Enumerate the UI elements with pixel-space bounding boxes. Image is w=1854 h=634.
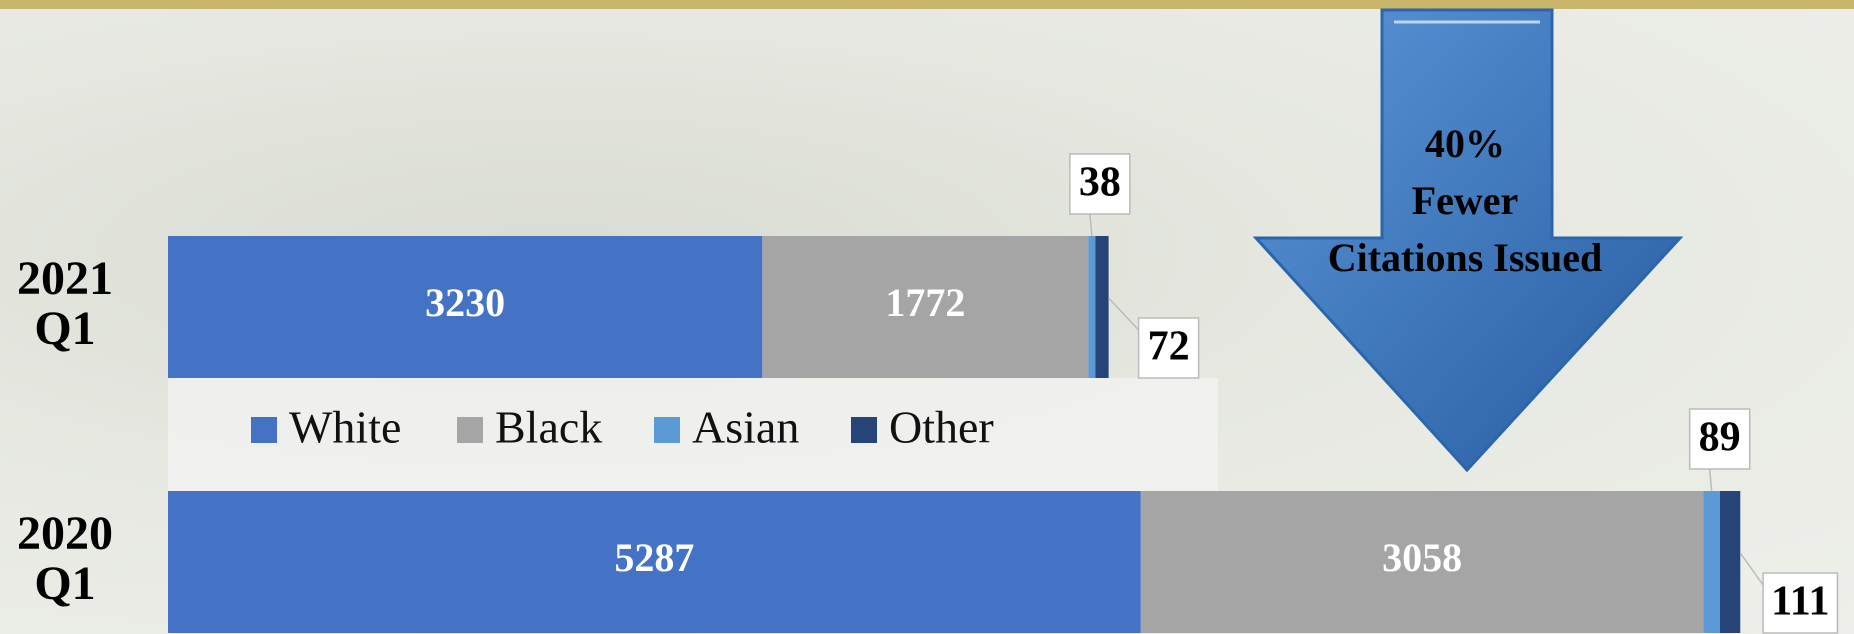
legend-label: White xyxy=(289,402,401,453)
data-label: 5287 xyxy=(614,535,694,580)
data-label: 38 xyxy=(1079,160,1121,206)
legend-swatch xyxy=(251,417,277,443)
callout-box xyxy=(1688,408,1751,470)
annotation: 40% xyxy=(1425,121,1505,166)
callout-pointer xyxy=(1108,297,1140,331)
callout-box xyxy=(1137,317,1200,379)
callout-pointer xyxy=(1739,552,1764,586)
category-label: 2021 Q1 xyxy=(17,252,113,355)
data-label: 72 xyxy=(1148,324,1190,370)
data-label: 1772 xyxy=(885,280,965,325)
annotation: Citations Issued xyxy=(1328,235,1603,280)
data-label: 3058 xyxy=(1382,535,1462,580)
legend-swatch xyxy=(654,417,680,443)
bar-segment xyxy=(168,491,1141,633)
legend-band xyxy=(168,378,1218,491)
callout-pointer xyxy=(1708,468,1713,492)
data-label: 111 xyxy=(1771,579,1829,625)
callout-box xyxy=(1069,153,1131,215)
top-strip xyxy=(0,0,1854,9)
annotation: Fewer xyxy=(1412,178,1519,223)
legend-label: Other xyxy=(889,402,994,453)
bar-segment xyxy=(1088,236,1096,378)
legend-label: Black xyxy=(495,402,602,453)
category-label: 2020 Q1 xyxy=(17,507,113,610)
bar-segment xyxy=(1719,491,1741,633)
data-label: 89 xyxy=(1699,415,1741,461)
bar-segment xyxy=(762,236,1089,378)
callout-box xyxy=(1762,572,1839,634)
legend-swatch xyxy=(457,417,483,443)
legend-swatch xyxy=(851,417,877,443)
data-label: 3230 xyxy=(425,280,505,325)
bar-segment xyxy=(168,236,763,378)
callout-pointer xyxy=(1089,213,1093,237)
bar-segment xyxy=(1140,491,1704,633)
down-arrow xyxy=(1252,8,1684,473)
legend-label: Asian xyxy=(692,402,799,453)
bar-segment xyxy=(1095,236,1109,378)
bar-segment xyxy=(1703,491,1720,633)
